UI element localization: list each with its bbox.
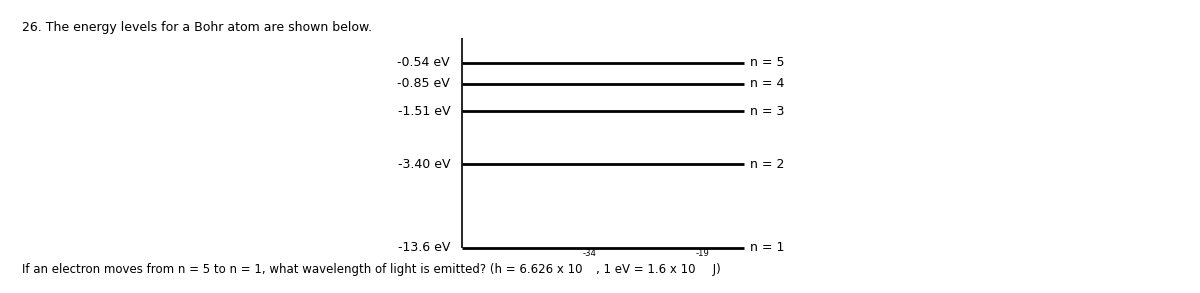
Text: -34: -34: [582, 249, 596, 258]
Text: n = 3: n = 3: [750, 105, 785, 118]
Text: J): J): [709, 263, 721, 276]
Text: n = 5: n = 5: [750, 57, 785, 69]
Text: 26. The energy levels for a Bohr atom are shown below.: 26. The energy levels for a Bohr atom ar…: [22, 21, 372, 33]
Text: -3.40 eV: -3.40 eV: [397, 158, 450, 171]
Text: -13.6 eV: -13.6 eV: [397, 241, 450, 254]
Text: If an electron moves from n = 5 to n = 1, what wavelength of light is emitted? (: If an electron moves from n = 5 to n = 1…: [22, 263, 582, 276]
Text: -0.85 eV: -0.85 eV: [397, 77, 450, 90]
Text: n = 2: n = 2: [750, 158, 785, 171]
Text: n = 4: n = 4: [750, 77, 785, 90]
Text: -19: -19: [696, 249, 709, 258]
Text: n = 1: n = 1: [750, 241, 785, 254]
Text: -0.54 eV: -0.54 eV: [397, 57, 450, 69]
Text: , 1 eV = 1.6 x 10: , 1 eV = 1.6 x 10: [596, 263, 696, 276]
Text: -1.51 eV: -1.51 eV: [397, 105, 450, 118]
